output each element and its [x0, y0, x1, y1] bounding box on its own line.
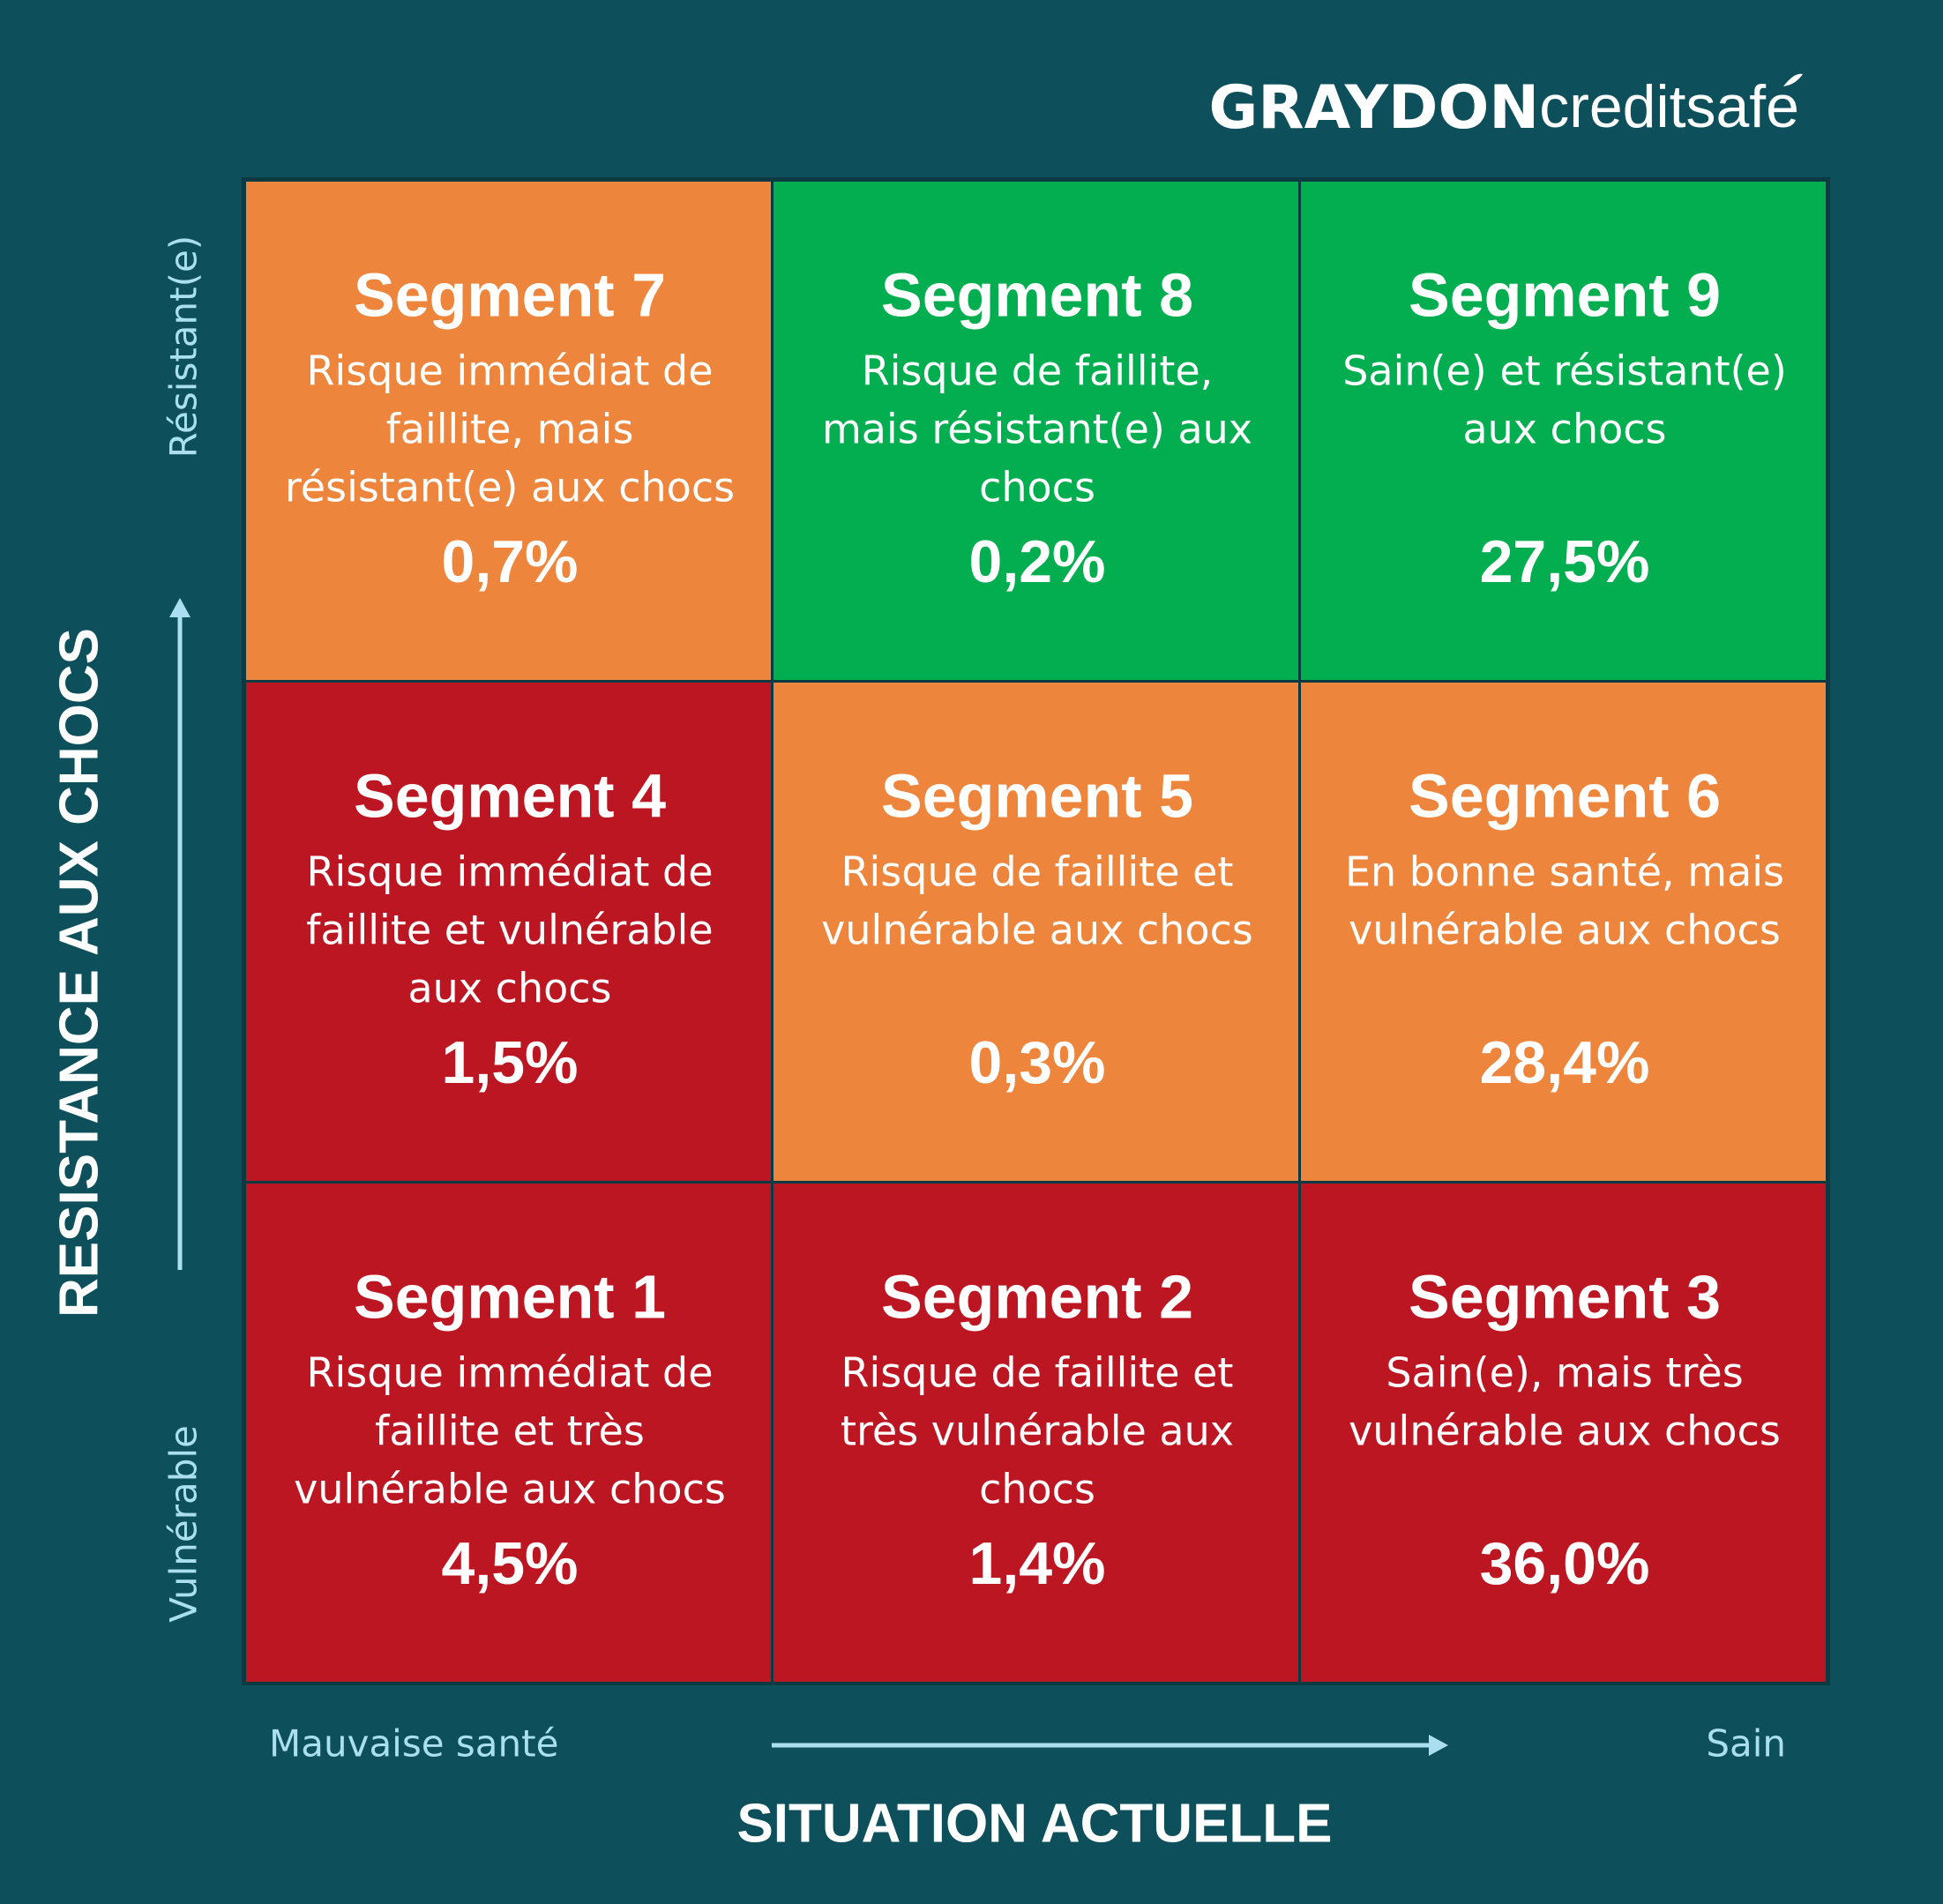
segment-title: Segment 2: [881, 1262, 1193, 1331]
segment-cell: [246, 683, 771, 1181]
segment-share: 1,5%: [442, 1029, 579, 1096]
segment-share: 0,7%: [442, 528, 579, 595]
segment-share: 28,4%: [1480, 1029, 1650, 1096]
segment-description: vulnérable aux chocs: [821, 907, 1253, 954]
logo-light: creditsafe: [1539, 73, 1799, 140]
segment-description: faillite et très: [375, 1407, 645, 1455]
segment-cell: [773, 1183, 1298, 1682]
segment-description: résistant(e) aux chocs: [285, 464, 735, 511]
segment-description: vulnérable aux chocs: [294, 1466, 726, 1513]
segment-share: 0,3%: [969, 1029, 1106, 1096]
segment-description: En bonne santé, mais: [1345, 848, 1784, 896]
segment-cell: [773, 182, 1298, 680]
segment-description: faillite, mais: [386, 406, 634, 453]
segment-title: Segment 5: [881, 761, 1193, 830]
logo-leaf: [1783, 73, 1803, 86]
segment-title: Segment 8: [881, 260, 1193, 329]
x-axis-right: Sain: [1706, 1722, 1786, 1766]
segment-description: très vulnérable aux: [841, 1407, 1234, 1455]
segment-cell: [1301, 1183, 1826, 1682]
y-arrow-head: [169, 598, 191, 617]
segment-description: aux chocs: [407, 965, 611, 1012]
x-arrow-head: [1429, 1735, 1448, 1756]
segment-description: Risque immédiat de: [306, 347, 713, 395]
segment-description: Sain(e) et résistant(e): [1342, 347, 1787, 395]
segment-title: Segment 1: [354, 1262, 666, 1331]
segment-cell: [246, 1183, 771, 1682]
segment-title: Segment 6: [1409, 761, 1721, 830]
segment-description: vulnérable aux chocs: [1349, 907, 1781, 954]
segment-share: 4,5%: [442, 1530, 579, 1597]
x-axis-left: Mauvaise santé: [269, 1722, 558, 1766]
segment-description: Sain(e), mais très: [1386, 1349, 1743, 1397]
segment-description: faillite et vulnérable: [306, 907, 713, 954]
segment-description: vulnérable aux chocs: [1349, 1407, 1781, 1455]
y-axis-bottom: Vulnérable: [162, 1425, 206, 1623]
segment-description: Risque immédiat de: [306, 848, 713, 896]
segment-title: Segment 7: [354, 260, 666, 329]
segment-description: Risque immédiat de: [306, 1349, 713, 1397]
segment-description: mais résistant(e) aux: [822, 406, 1252, 453]
segment-description: Risque de faillite,: [862, 347, 1214, 395]
segment-title: Segment 4: [354, 761, 666, 830]
segment-cell: [1301, 182, 1826, 680]
logo-bold: GRAYDON: [1208, 73, 1539, 143]
y-axis-title: RESISTANCE AUX CHOCS: [49, 628, 109, 1318]
segment-description: Risque de faillite et: [841, 848, 1234, 896]
segment-title: Segment 9: [1409, 260, 1721, 329]
segment-cell: [773, 683, 1298, 1181]
segment-share: 1,4%: [969, 1530, 1106, 1597]
y-axis-top: Résistant(e): [162, 235, 206, 458]
segment-title: Segment 3: [1409, 1262, 1721, 1331]
segment-share: 0,2%: [969, 528, 1106, 595]
segment-description: aux chocs: [1462, 406, 1666, 453]
segment-description: chocs: [979, 464, 1095, 511]
segment-description: Risque de faillite et: [841, 1349, 1234, 1397]
x-axis-title: SITUATION ACTUELLE: [736, 1793, 1332, 1854]
segment-cell: [1301, 683, 1826, 1181]
logo: GRAYDONcreditsafe: [1208, 73, 1799, 143]
segment-share: 36,0%: [1480, 1530, 1650, 1597]
segment-cell: [246, 182, 771, 680]
segment-share: 27,5%: [1480, 528, 1650, 595]
segment-description: chocs: [979, 1466, 1095, 1513]
